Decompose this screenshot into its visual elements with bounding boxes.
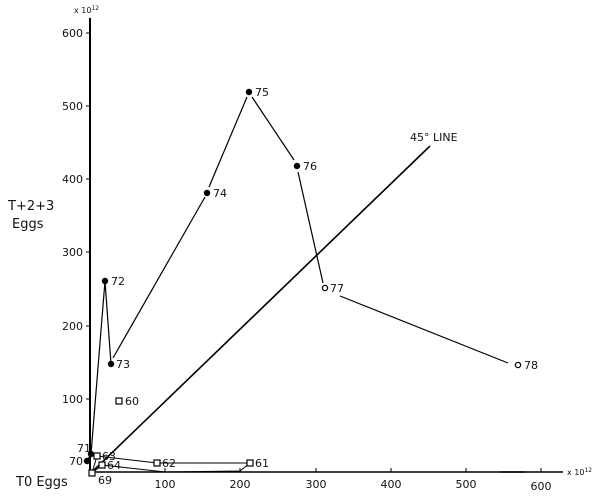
label-71: 71 [77,442,91,455]
y-axis-title-line2: Eggs [12,217,44,232]
x-tick-300: 300 [306,478,327,491]
series-1960s-lines [91,455,252,474]
x-tick-500: 500 [456,478,477,491]
marker-60 [115,397,123,405]
marker-61 [246,459,254,467]
label-78: 78 [524,359,538,372]
reference-45-line [93,145,431,471]
y-tick-200: 200 [62,320,83,333]
marker-71 [87,450,95,458]
label-76: 76 [303,160,317,173]
label-75: 75 [255,86,269,99]
marker-78 [514,361,522,369]
y-tick-300: 300 [62,246,83,259]
marker-76 [293,162,301,170]
x-tick-200: 200 [230,478,251,491]
y-tick-100: 100 [62,393,83,406]
reference-45-label: 45° LINE [410,131,458,144]
point-labels: 60 61 62 63 64 69 70 71 72 73 74 75 76 7… [69,86,538,487]
marker-62 [153,459,161,467]
marker-70 [83,457,91,465]
marker-64 [98,461,106,469]
x-axis-title: T0 Eggs [15,475,68,490]
label-60: 60 [125,395,139,408]
label-77: 77 [330,282,344,295]
marker-75 [245,88,253,96]
y-tick-600: 600 [62,27,83,40]
label-70: 70 [69,455,83,468]
label-74: 74 [213,187,227,200]
marker-77 [321,284,329,292]
y-tick-500: 500 [62,100,83,113]
label-63: 63 [102,450,116,463]
label-69: 69 [98,474,112,487]
y-tick-400: 400 [62,173,83,186]
x-ticks: 100 200 300 400 500 600 [155,468,552,493]
series-1970s-markers [83,88,301,465]
series-1970s-lines [86,96,509,462]
marker-63 [93,452,101,460]
x-tick-100: 100 [155,478,176,491]
series-1977-markers [321,284,522,369]
marker-74 [203,189,211,197]
label-64: 64 [107,459,121,472]
label-61: 61 [255,457,269,470]
y-ticks: 600 500 400 300 200 100 [62,27,90,406]
marker-73 [107,360,115,368]
y-unit-label: x 1012 [74,5,99,15]
marker-72 [101,277,109,285]
marker-69 [88,469,96,477]
label-62: 62 [162,457,176,470]
x-tick-400: 400 [381,478,402,491]
x-tick-600: 600 [531,480,552,493]
x-unit-label: x 1012 [567,467,592,477]
label-72: 72 [111,275,125,288]
series-1960s-markers [88,397,254,477]
label-73: 73 [116,358,130,371]
y-axis-title-line1: T+2+3 [7,199,54,214]
